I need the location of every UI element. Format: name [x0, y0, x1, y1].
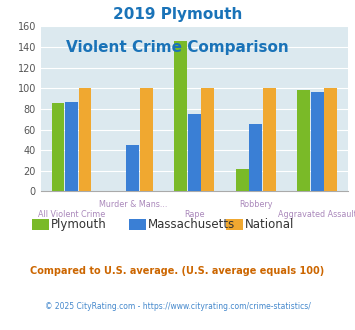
Bar	[201, 88, 214, 191]
Text: National: National	[245, 218, 295, 231]
Text: Robbery: Robbery	[239, 200, 273, 209]
Bar	[297, 90, 310, 191]
Bar	[126, 145, 140, 191]
Bar	[51, 103, 65, 191]
Text: Plymouth: Plymouth	[51, 218, 107, 231]
Bar	[174, 41, 187, 191]
Text: All Violent Crime: All Violent Crime	[38, 210, 105, 218]
Bar	[236, 169, 249, 191]
Bar	[311, 92, 324, 191]
Text: Violent Crime Comparison: Violent Crime Comparison	[66, 40, 289, 54]
Bar	[324, 88, 337, 191]
Text: Murder & Mans...: Murder & Mans...	[99, 200, 167, 209]
Text: Massachusetts: Massachusetts	[148, 218, 235, 231]
Text: © 2025 CityRating.com - https://www.cityrating.com/crime-statistics/: © 2025 CityRating.com - https://www.city…	[45, 302, 310, 311]
Bar	[65, 102, 78, 191]
Bar	[78, 88, 92, 191]
Bar	[263, 88, 276, 191]
Bar	[249, 124, 262, 191]
Text: Aggravated Assault: Aggravated Assault	[278, 210, 355, 218]
Bar	[188, 114, 201, 191]
Text: 2019 Plymouth: 2019 Plymouth	[113, 7, 242, 21]
Text: Compared to U.S. average. (U.S. average equals 100): Compared to U.S. average. (U.S. average …	[31, 266, 324, 276]
Text: Rape: Rape	[184, 210, 204, 218]
Bar	[140, 88, 153, 191]
